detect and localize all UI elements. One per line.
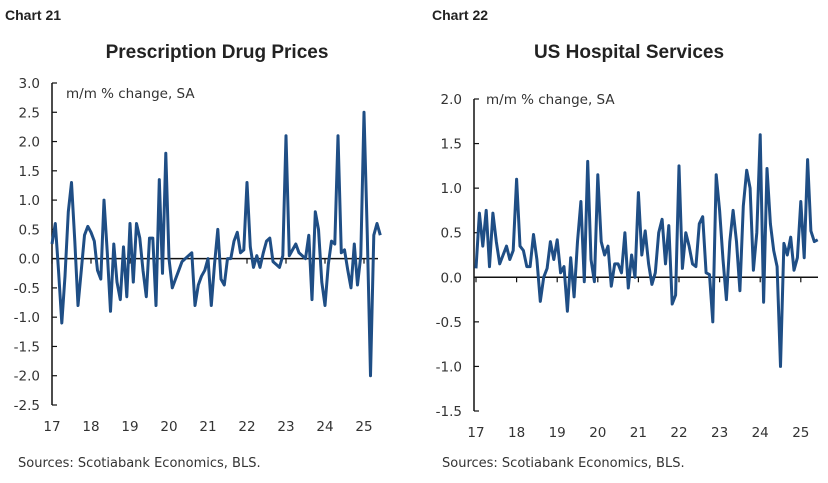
x-tick-label: 22 xyxy=(670,425,687,441)
chart-21-panel: Chart 21 Prescription Drug Prices 3.0 2.5… xyxy=(5,7,382,471)
chart-number: Chart 22 xyxy=(432,7,489,23)
series-line xyxy=(50,110,382,378)
x-tick-label: 21 xyxy=(630,425,647,441)
chart-22-plot: 2.0 1.5 1.0 0.5 0.0 -0.5 -1.0 -1.5 17 18 19 20 21 22 2… xyxy=(436,92,819,441)
y-tick-label: -1.5 xyxy=(14,339,40,355)
y-tick-label: -1.0 xyxy=(14,310,40,326)
chart-source: Sources: Scotiabank Economics, BLS. xyxy=(442,456,685,471)
x-tick-label: 24 xyxy=(752,425,769,441)
x-tick-label: 23 xyxy=(711,425,728,441)
y-tick-label: 1.0 xyxy=(19,193,40,209)
y-tick-label: -2.0 xyxy=(14,369,40,385)
y-tick-label: -1.5 xyxy=(436,404,462,420)
y-tick-label: 0.5 xyxy=(19,222,40,238)
y-tick-label: 1.5 xyxy=(19,164,40,180)
y-tick-label: 3.0 xyxy=(19,76,40,92)
y-tick-label: 0.5 xyxy=(441,226,462,242)
x-tick-label: 24 xyxy=(316,419,333,435)
y-axis-label: m/m % change, SA xyxy=(66,86,195,102)
y-tick-label: 2.5 xyxy=(19,105,40,121)
x-tick-label: 25 xyxy=(355,419,372,435)
y-tick-label: -0.5 xyxy=(436,315,462,331)
y-tick-label: -1.0 xyxy=(436,359,462,375)
x-tick-label: 19 xyxy=(549,425,566,441)
y-tick-label: 0.0 xyxy=(441,270,462,286)
y-tick-label: 2.0 xyxy=(19,135,40,151)
x-tick-label: 21 xyxy=(199,419,216,435)
x-tick-label: 18 xyxy=(508,425,525,441)
x-tick-label: 19 xyxy=(121,419,138,435)
y-tick-label: -0.5 xyxy=(14,281,40,297)
y-tick-label: 1.5 xyxy=(441,137,462,153)
chart-title: Prescription Drug Prices xyxy=(105,42,329,63)
y-tick-label: 2.0 xyxy=(441,92,462,108)
y-axis-label: m/m % change, SA xyxy=(486,92,615,108)
chart-source: Sources: Scotiabank Economics, BLS. xyxy=(18,456,261,471)
x-tick-label: 25 xyxy=(792,425,809,441)
chart-title: US Hospital Services xyxy=(533,42,725,63)
chart-21-plot: 3.0 2.5 2.0 1.5 1.0 0.5 0.0 -0.5 -1.0 -1.5 -2.0 -2.… xyxy=(14,76,382,435)
y-tick-label: 1.0 xyxy=(441,181,462,197)
x-tick-label: 20 xyxy=(160,419,177,435)
chart-number: Chart 21 xyxy=(5,7,62,23)
x-tick-label: 17 xyxy=(43,419,60,435)
y-tick-label: 0.0 xyxy=(19,252,40,268)
chart-22-panel: Chart 22 US Hospital Services 2.0 1.5 1.0 0… xyxy=(414,0,828,483)
x-tick-label: 18 xyxy=(82,419,99,435)
y-tick-label: -2.5 xyxy=(14,398,40,414)
x-tick-label: 22 xyxy=(238,419,255,435)
series-line xyxy=(474,133,819,368)
x-tick-label: 23 xyxy=(277,419,294,435)
x-tick-label: 17 xyxy=(467,425,484,441)
x-tick-label: 20 xyxy=(589,425,606,441)
